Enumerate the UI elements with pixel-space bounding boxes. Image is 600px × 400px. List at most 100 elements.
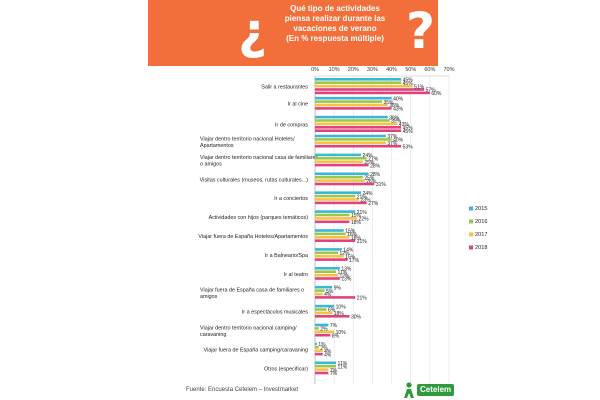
x-tick-label: 60% xyxy=(424,67,435,73)
data-label: 38% xyxy=(389,103,400,109)
category-label: Ir al teatro xyxy=(284,272,308,278)
data-label: 37% xyxy=(387,134,398,140)
category-label: Otros (especificar) xyxy=(264,366,308,372)
data-label: 25% xyxy=(364,175,375,181)
category-label: Apartamentos xyxy=(200,143,234,149)
bar-2018b xyxy=(315,91,430,95)
data-label: 45% xyxy=(403,81,414,87)
data-label: 11% xyxy=(338,270,348,276)
cetelem-logo: Cetelem xyxy=(402,382,464,398)
category-label: Ir al cine xyxy=(288,102,308,108)
bar-2017 xyxy=(315,179,365,182)
data-label: 38% xyxy=(389,115,400,121)
data-label: 15% xyxy=(345,229,356,235)
category-label: caravaning xyxy=(200,332,226,338)
bar-2017 xyxy=(315,254,344,258)
bar-2018 xyxy=(315,182,375,186)
bar-2017 xyxy=(315,217,358,220)
bar-2017 xyxy=(315,141,386,145)
data-label: 24% xyxy=(362,153,373,159)
category-label: Visitas culturales (museos, rutas cultur… xyxy=(200,177,309,183)
data-label: 57% xyxy=(426,88,437,94)
bar-2017 xyxy=(315,330,335,334)
x-tick-label: 70% xyxy=(443,67,454,73)
data-label: 27% xyxy=(368,157,379,163)
category-label: Ir a espectáculos musicales xyxy=(242,310,309,316)
bar-2016 xyxy=(315,289,325,292)
data-label: 40% xyxy=(393,138,404,144)
title-banner xyxy=(148,0,438,66)
bar-2017 xyxy=(315,349,323,352)
x-axis-ticks: 0% 10% 20% 30% 40% 50% 60% 70% xyxy=(311,67,455,73)
bar-2015 xyxy=(315,210,356,213)
question-mark-open: ¿ xyxy=(238,2,268,60)
bar-2018 xyxy=(315,315,350,318)
category-label: Ir a conciertos xyxy=(274,196,308,202)
question-mark-close: ? xyxy=(406,2,436,60)
legend-label: 2016 xyxy=(475,219,487,225)
category-label: Viajar fuera de España camping/caravanin… xyxy=(204,347,309,353)
bar-2016 xyxy=(315,119,390,122)
data-label: 18% xyxy=(334,311,345,317)
bar-2018 xyxy=(315,88,425,91)
bar-2018 xyxy=(315,220,350,224)
data-label: 43% xyxy=(399,122,410,128)
legend-label: 2018 xyxy=(475,245,487,251)
bar-2018 xyxy=(315,126,402,129)
data-label: 13% xyxy=(341,267,352,273)
bar-2015 xyxy=(315,229,344,232)
category-labels: Salir a restaurantes Ir al cine Ir de comp… xyxy=(198,85,318,373)
bar-2017 xyxy=(315,103,388,107)
bar-2015 xyxy=(315,361,337,365)
data-label: 11% xyxy=(338,364,348,370)
data-label: 53% xyxy=(403,144,414,150)
bar-2018 xyxy=(315,371,329,375)
bar-2016 xyxy=(315,138,392,141)
bar-2017 xyxy=(315,198,360,201)
bar-2016 xyxy=(315,270,337,273)
bar-2015 xyxy=(315,285,333,289)
data-label: 4% xyxy=(324,292,332,298)
data-label: 13% xyxy=(341,277,352,283)
bar-2016 xyxy=(315,327,319,330)
data-label: 22% xyxy=(359,217,370,223)
data-label: 7% xyxy=(330,368,338,374)
legend-swatch xyxy=(469,245,473,250)
data-label: 12% xyxy=(339,273,350,279)
legend-swatch xyxy=(469,219,473,224)
bar-2015 xyxy=(315,96,392,100)
data-label: 7% xyxy=(330,371,338,377)
bar-2016 xyxy=(315,175,363,179)
legend-label: 2017 xyxy=(475,232,487,238)
bar-2016 xyxy=(315,194,356,198)
data-label: 10% xyxy=(336,330,347,336)
x-tick-label: 30% xyxy=(367,67,378,73)
data-label: 17% xyxy=(349,258,360,264)
data-labels: 45%45%51%57%60%40%35%38%43%38%39%43%45%4… xyxy=(318,78,442,378)
bar-2015 xyxy=(315,115,388,119)
bar-2016 xyxy=(315,364,337,368)
data-label: 8% xyxy=(332,333,340,339)
data-label: 31% xyxy=(376,182,387,188)
bar-2015 xyxy=(315,342,317,346)
bar-2018 xyxy=(315,277,340,280)
bar-2016 xyxy=(315,346,319,349)
bar-2018 xyxy=(315,239,356,242)
bar-2017 xyxy=(315,84,413,88)
data-label: 4% xyxy=(324,352,332,358)
data-label: 10% xyxy=(336,304,347,310)
data-label: 43% xyxy=(393,107,404,113)
bar-2017 xyxy=(315,292,323,296)
x-tick-label: 0% xyxy=(311,67,319,73)
bar-2015 xyxy=(315,323,329,327)
data-label: 15% xyxy=(345,254,356,260)
cetelem-wordmark: Cetelem xyxy=(417,384,455,396)
bar-2017 xyxy=(315,236,350,239)
data-label: 45% xyxy=(403,126,414,132)
data-label: 51% xyxy=(414,84,425,90)
bar-2016 xyxy=(315,81,402,84)
bar-2017 xyxy=(315,273,338,277)
bar-2015 xyxy=(315,153,361,157)
data-label: 14% xyxy=(343,248,354,254)
data-label: 12% xyxy=(339,251,350,257)
